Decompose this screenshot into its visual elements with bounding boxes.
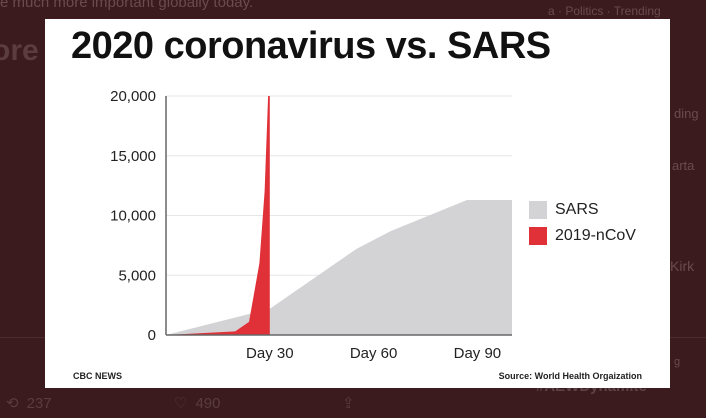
retweet-count: 237 <box>26 394 52 412</box>
like-button[interactable]: ♡ 490 <box>174 394 221 413</box>
tweet-text: e much more important globally today. <box>0 0 254 11</box>
tweet-headline-fragment: ore <box>0 34 39 67</box>
x-tick-label: Day 60 <box>350 345 398 362</box>
heart-icon: ♡ <box>174 395 188 412</box>
share-button[interactable]: ⇪ <box>342 394 355 412</box>
legend-swatch-ncov <box>529 227 547 245</box>
trending-item[interactable]: ding <box>674 106 699 121</box>
legend-swatch-sars <box>529 201 547 219</box>
legend-item-ncov: 2019-nCoV <box>529 223 636 249</box>
source-credit: Source: World Health Orgaization <box>498 371 642 381</box>
chart-axes <box>165 96 512 336</box>
legend-item-sars: SARS <box>529 197 636 223</box>
trending-item[interactable]: arta <box>672 158 695 173</box>
series-area-sars <box>166 200 512 335</box>
y-tick-label: 0 <box>148 327 156 344</box>
y-tick-label: 5,000 <box>118 267 156 284</box>
y-tick-label: 20,000 <box>110 88 156 105</box>
y-tick-label: 10,000 <box>110 208 156 225</box>
trending-item[interactable]: Kirk <box>670 258 695 274</box>
chart-title: 2020 coronavirus vs. SARS <box>71 25 551 67</box>
y-axis-ticks: 20,000 15,000 10,000 5,000 0 <box>110 88 156 344</box>
x-tick-label: Day 90 <box>454 345 502 362</box>
retweet-icon: ⟲ <box>6 395 19 412</box>
chart-legend: SARS 2019-nCoV <box>529 197 636 249</box>
x-tick-label: Day 30 <box>246 345 294 362</box>
legend-label-ncov: 2019-nCoV <box>555 227 636 244</box>
trending-item[interactable]: g <box>674 356 681 368</box>
series-area-ncov <box>166 96 270 335</box>
trending-header: a · Politics · Trending <box>548 4 661 18</box>
legend-label-sars: SARS <box>555 201 599 218</box>
chart-areas <box>166 96 512 335</box>
like-count: 490 <box>195 394 221 412</box>
y-tick-label: 15,000 <box>110 148 156 165</box>
publisher-credit: CBC NEWS <box>73 371 122 381</box>
x-axis-ticks: Day 30 Day 60 Day 90 <box>246 345 501 362</box>
chart-image[interactable]: 2020 coronavirus vs. SARS 20,000 15,000 10… <box>45 19 670 388</box>
retweet-button[interactable]: ⟲ 237 <box>6 394 52 413</box>
share-icon: ⇪ <box>342 395 355 412</box>
